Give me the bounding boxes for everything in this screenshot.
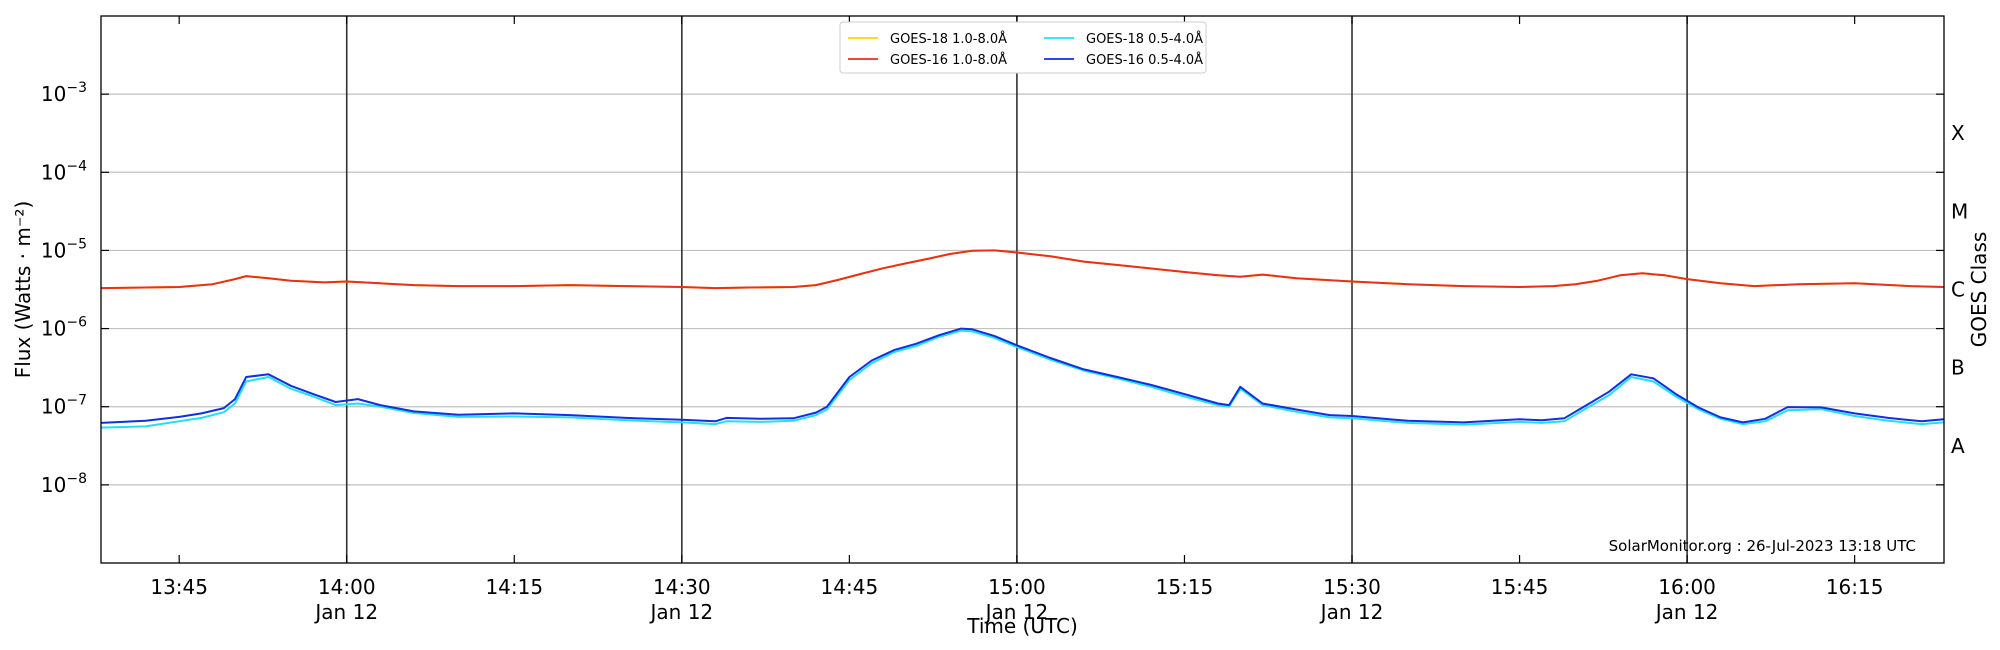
- vertical-lines-layer: [345, 16, 1688, 563]
- y-tick-base: 10: [41, 238, 66, 262]
- x-tick-date-label: Jan 12: [1319, 600, 1384, 624]
- credit-text: SolarMonitor.org : 26-Jul-2023 13:18 UTC: [1609, 537, 1916, 555]
- x-tick-label: 13:45: [150, 575, 208, 599]
- x-tick-label: 14:00: [318, 575, 376, 599]
- y-tick-label: 10−4: [41, 158, 87, 184]
- y-tick-label: 10−6: [41, 315, 87, 341]
- goes-class-label: B: [1951, 356, 1965, 380]
- x-tick-date-label: Jan 12: [313, 600, 378, 624]
- goes-class-label: M: [1951, 199, 1968, 223]
- y-tick-base: 10: [41, 160, 66, 184]
- y-tick-label: 10−5: [41, 236, 87, 262]
- legend-label: GOES-16 1.0-8.0Å: [890, 52, 1007, 68]
- x-tick-label: 15:30: [1323, 575, 1381, 599]
- y-tick-exponent: −5: [66, 236, 87, 252]
- x-tick-label: 16:15: [1826, 575, 1884, 599]
- y-tick-base: 10: [41, 82, 66, 106]
- y-axis-title: Flux (Watts · m⁻²): [11, 201, 35, 379]
- y-tick-label: 10−3: [41, 80, 87, 106]
- series-layer: [100, 249, 1945, 429]
- y-tick-base: 10: [41, 473, 66, 497]
- x-axis-title: Time (UTC): [966, 614, 1078, 638]
- plot-frame: [100, 15, 1945, 564]
- goes-class-label: A: [1951, 434, 1965, 458]
- legend-label: GOES-18 0.5-4.0Å: [1086, 31, 1203, 47]
- series-line: [100, 249, 1945, 290]
- x-tick-label: 15:45: [1491, 575, 1549, 599]
- y-tick-exponent: −4: [66, 158, 87, 174]
- goes-class-label: X: [1951, 121, 1965, 145]
- x-tick-label: 14:15: [485, 575, 543, 599]
- legend-label: GOES-18 1.0-8.0Å: [890, 31, 1007, 47]
- legend-label: GOES-16 0.5-4.0Å: [1086, 52, 1203, 68]
- x-tick-label: 14:45: [821, 575, 879, 599]
- x-tick-date-label: Jan 12: [649, 600, 714, 624]
- y-tick-label: 10−8: [41, 471, 87, 497]
- grid-layer: [101, 93, 1944, 486]
- x-tick-label: 16:00: [1658, 575, 1716, 599]
- x-tick-label: 15:15: [1156, 575, 1214, 599]
- series-line: [100, 329, 1945, 429]
- x-tick-date-label: Jan 12: [984, 600, 1049, 624]
- x-tick-label: 15:00: [988, 575, 1046, 599]
- legend-box: [839, 21, 1207, 74]
- y-tick-exponent: −6: [66, 315, 87, 331]
- x-tick-date-label: Jan 12: [1654, 600, 1719, 624]
- y-tick-base: 10: [41, 317, 66, 341]
- y-tick-exponent: −8: [66, 471, 87, 487]
- x-tick-label: 14:30: [653, 575, 711, 599]
- y-tick-exponent: −3: [66, 80, 87, 96]
- y-tick-base: 10: [41, 395, 66, 419]
- goes-class-axis-title: GOES Class: [1967, 232, 1991, 348]
- y-tick-exponent: −7: [66, 393, 87, 409]
- y-tick-label: 10−7: [41, 393, 87, 419]
- series-line: [100, 327, 1945, 424]
- goes-class-label: C: [1951, 278, 1965, 302]
- legend: GOES-18 1.0-8.0Å GOES-16 1.0-8.0Å GOES-18 …: [839, 21, 1207, 74]
